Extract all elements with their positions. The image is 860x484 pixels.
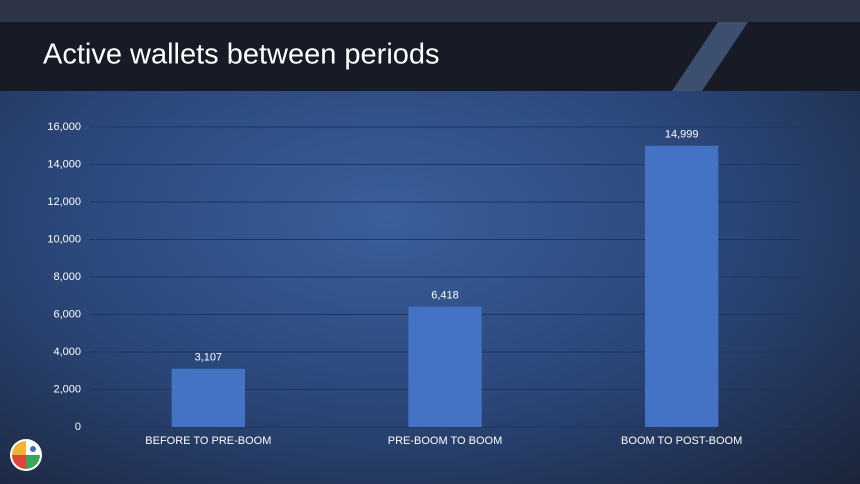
y-tick-label: 10,000	[47, 233, 81, 245]
y-tick-label: 0	[75, 421, 81, 433]
bar	[171, 368, 246, 427]
x-tick-label: PRE-BOOM TO BOOM	[388, 435, 503, 447]
bar	[644, 145, 719, 428]
data-label: 3,107	[195, 352, 223, 364]
x-tick-label: BEFORE TO PRE-BOOM	[145, 435, 271, 447]
y-tick-label: 8,000	[53, 271, 81, 283]
bar	[408, 306, 482, 427]
y-tick-label: 6,000	[53, 308, 81, 320]
top-band	[0, 0, 860, 22]
y-tick-label: 2,000	[53, 383, 81, 395]
y-tick-label: 14,000	[47, 158, 81, 170]
y-tick-label: 12,000	[47, 196, 81, 208]
title-stripe	[672, 22, 748, 91]
chart-title: Active wallets between periods	[43, 39, 440, 71]
data-label: 6,418	[431, 290, 459, 302]
y-tick-label: 16,000	[47, 121, 81, 133]
data-label: 14,999	[665, 129, 699, 141]
x-tick-label: BOOM TO POST-BOOM	[621, 435, 742, 447]
plot-area: 0 2,000 4,000 6,000 8,000 10,000 12,000 14,000 1…	[47, 121, 800, 447]
y-tick-label: 4,000	[53, 346, 81, 358]
logo	[10, 439, 42, 471]
